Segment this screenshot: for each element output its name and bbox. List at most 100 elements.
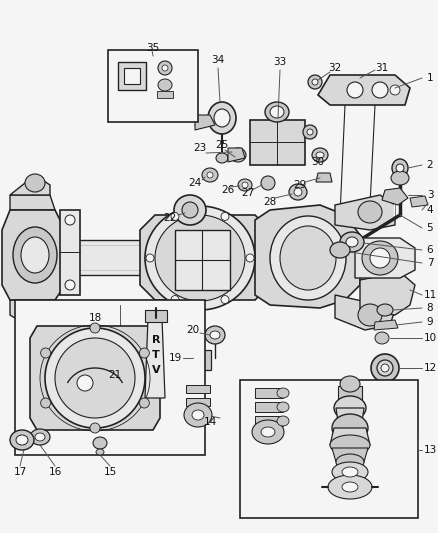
Ellipse shape	[158, 61, 172, 75]
Ellipse shape	[77, 375, 93, 391]
Text: T: T	[152, 350, 159, 360]
Ellipse shape	[213, 109, 230, 127]
Ellipse shape	[93, 437, 107, 449]
Text: 13: 13	[422, 445, 436, 455]
Text: 19: 19	[168, 353, 181, 363]
Ellipse shape	[306, 129, 312, 135]
Ellipse shape	[10, 430, 34, 450]
Polygon shape	[315, 173, 331, 182]
Text: 2: 2	[426, 160, 432, 170]
Ellipse shape	[380, 364, 388, 372]
Ellipse shape	[230, 148, 245, 162]
Polygon shape	[254, 205, 359, 308]
Ellipse shape	[361, 241, 397, 275]
Ellipse shape	[371, 82, 387, 98]
Text: 18: 18	[88, 313, 101, 323]
Ellipse shape	[315, 152, 323, 158]
Text: 10: 10	[423, 333, 435, 343]
Ellipse shape	[184, 403, 212, 427]
Ellipse shape	[345, 237, 357, 247]
Text: 31: 31	[374, 63, 388, 73]
Ellipse shape	[201, 168, 218, 182]
Polygon shape	[334, 295, 394, 330]
Ellipse shape	[329, 242, 349, 258]
Polygon shape	[175, 230, 230, 290]
Ellipse shape	[307, 75, 321, 89]
Polygon shape	[60, 210, 80, 295]
Polygon shape	[337, 386, 361, 400]
Text: 14: 14	[203, 417, 216, 427]
Ellipse shape	[25, 174, 45, 192]
Text: 26: 26	[221, 185, 234, 195]
Ellipse shape	[16, 435, 28, 445]
Ellipse shape	[265, 102, 288, 122]
Ellipse shape	[171, 296, 179, 304]
Text: 1: 1	[426, 73, 432, 83]
Polygon shape	[409, 196, 427, 207]
Text: 5: 5	[426, 223, 432, 233]
Ellipse shape	[395, 164, 403, 172]
Text: 30: 30	[311, 157, 324, 167]
Bar	[118, 62, 146, 90]
Text: 33: 33	[273, 57, 286, 67]
Ellipse shape	[145, 206, 254, 310]
Ellipse shape	[55, 338, 135, 418]
Ellipse shape	[139, 398, 149, 408]
Ellipse shape	[207, 172, 212, 178]
Text: 20: 20	[186, 325, 199, 335]
Ellipse shape	[269, 216, 345, 300]
Ellipse shape	[209, 331, 219, 339]
Bar	[193, 350, 211, 370]
Polygon shape	[30, 240, 299, 275]
Ellipse shape	[288, 184, 306, 200]
Ellipse shape	[13, 227, 57, 283]
Ellipse shape	[171, 213, 179, 221]
Ellipse shape	[389, 85, 399, 95]
Ellipse shape	[339, 376, 359, 392]
Text: 29: 29	[293, 180, 306, 190]
Ellipse shape	[25, 312, 45, 328]
Text: 27: 27	[241, 188, 254, 198]
Text: 25: 25	[215, 140, 228, 150]
Text: 23: 23	[193, 143, 206, 153]
Polygon shape	[359, 272, 414, 315]
Bar	[15, 300, 205, 455]
Ellipse shape	[241, 182, 247, 188]
Ellipse shape	[191, 410, 204, 420]
Ellipse shape	[329, 435, 369, 455]
Ellipse shape	[251, 420, 283, 444]
Ellipse shape	[21, 237, 49, 273]
Bar	[108, 50, 198, 122]
Bar	[254, 402, 283, 412]
Polygon shape	[334, 195, 394, 230]
Ellipse shape	[335, 454, 363, 470]
Ellipse shape	[341, 467, 357, 477]
Text: V: V	[152, 365, 160, 375]
Ellipse shape	[331, 414, 367, 442]
Text: 7: 7	[426, 258, 432, 268]
Ellipse shape	[65, 280, 75, 290]
Ellipse shape	[182, 202, 198, 218]
Ellipse shape	[261, 427, 274, 437]
Bar	[186, 385, 209, 393]
Polygon shape	[317, 75, 409, 105]
Ellipse shape	[339, 232, 363, 252]
Ellipse shape	[376, 396, 392, 410]
Ellipse shape	[370, 354, 398, 382]
Text: 34: 34	[211, 55, 224, 65]
Polygon shape	[354, 238, 414, 278]
Ellipse shape	[162, 65, 168, 71]
Bar	[186, 398, 209, 406]
Ellipse shape	[65, 215, 75, 225]
Text: 6: 6	[426, 245, 432, 255]
Bar	[145, 310, 166, 322]
Text: 9: 9	[426, 317, 432, 327]
Ellipse shape	[341, 482, 357, 492]
Ellipse shape	[346, 82, 362, 98]
Ellipse shape	[331, 462, 367, 482]
Polygon shape	[145, 318, 165, 398]
Ellipse shape	[311, 79, 317, 85]
Bar	[254, 388, 283, 398]
Text: 17: 17	[13, 467, 27, 477]
Text: 3: 3	[426, 190, 432, 200]
